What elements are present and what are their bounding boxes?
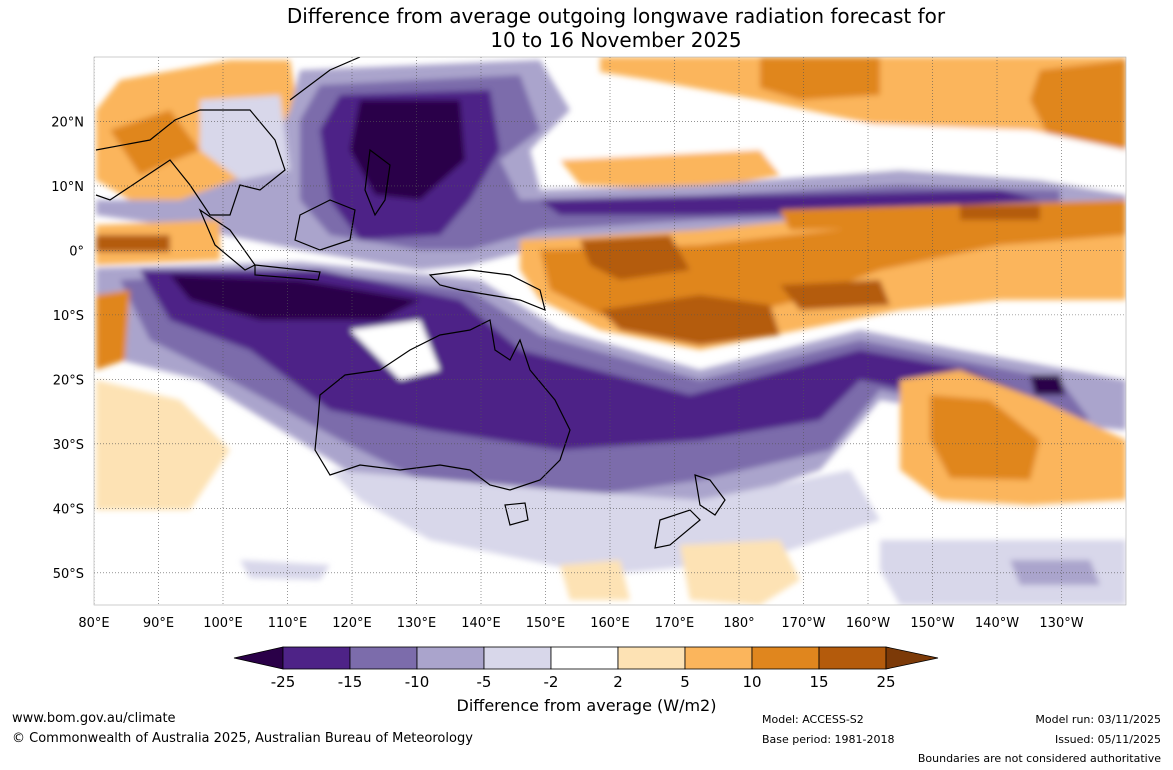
chart-title: Difference from average outgoing longwav…	[0, 4, 1173, 52]
lon-tick-label: 180°	[723, 616, 754, 631]
lon-tick-label: 120°E	[332, 616, 372, 631]
lon-tick-label: 170°W	[781, 616, 825, 631]
olr-anomaly-field	[94, 57, 1126, 605]
colorbar-tick-label: 2	[613, 673, 623, 691]
model-name: Model: ACCESS-S2	[762, 713, 864, 726]
lon-tick-label: 150°W	[910, 616, 954, 631]
lon-tick-label: 100°E	[203, 616, 243, 631]
colorbar-tick-label: 10	[742, 673, 761, 691]
colorbar-tick-label: -2	[544, 673, 559, 691]
colorbar-swatch	[684, 646, 753, 670]
colorbar-tick-label: -15	[338, 673, 363, 691]
lat-tick-label: 10°N	[51, 180, 84, 195]
lon-tick-label: 170°E	[655, 616, 695, 631]
lon-tick-label: 80°E	[78, 616, 109, 631]
map-frame	[93, 56, 1127, 606]
issued-date: Issued: 05/11/2025	[1054, 733, 1161, 746]
lat-tick-label: 0°	[69, 244, 84, 259]
lon-tick-label: 140°E	[461, 616, 501, 631]
colorbar-max-arrow	[885, 646, 939, 670]
colorbar-swatch	[617, 646, 686, 670]
colorbar-swatch	[751, 646, 820, 670]
title-line-1: Difference from average outgoing longwav…	[286, 4, 946, 28]
lat-tick-label: 30°S	[53, 438, 84, 453]
colorbar-swatch	[818, 646, 887, 670]
colorbar-swatch	[349, 646, 418, 670]
colorbar-swatch	[550, 646, 619, 670]
title-line-2: 10 to 16 November 2025	[490, 28, 742, 52]
model-run-date: Model run: 03/11/2025	[1035, 713, 1161, 726]
lat-tick-label: 50°S	[53, 567, 84, 582]
colorbar-tick-label: -5	[477, 673, 492, 691]
colorbar-swatch	[416, 646, 485, 670]
lon-tick-label: 140°W	[975, 616, 1019, 631]
lon-tick-label: 160°W	[846, 616, 890, 631]
lat-tick-label: 40°S	[53, 502, 84, 517]
colorbar-tick-label: 5	[680, 673, 690, 691]
colorbar: -25 -15 -10 -5 -2 2 5 10 15 25	[233, 646, 939, 691]
graticule	[94, 57, 1126, 605]
lon-tick-label: 150°E	[526, 616, 566, 631]
lon-tick-label: 130°E	[397, 616, 437, 631]
base-period: Base period: 1981-2018	[762, 733, 895, 746]
colorbar-swatch	[483, 646, 552, 670]
colorbar-swatch	[282, 646, 351, 670]
coastlines	[95, 57, 726, 549]
lon-tick-label: 160°E	[590, 616, 630, 631]
colorbar-tick-label: -25	[271, 673, 296, 691]
colorbar-title: Difference from average (W/m2)	[456, 696, 717, 715]
lat-tick-label: 10°S	[53, 309, 84, 324]
lon-tick-label: 90°E	[143, 616, 174, 631]
copyright-text: © Commonwealth of Australia 2025, Austra…	[12, 731, 473, 746]
lon-tick-label: 130°W	[1039, 616, 1083, 631]
lat-tick-label: 20°S	[53, 373, 84, 388]
lat-tick-label: 20°N	[51, 115, 84, 130]
website-link[interactable]: www.bom.gov.au/climate	[12, 711, 176, 726]
lon-tick-label: 110°E	[268, 616, 308, 631]
colorbar-min-arrow	[233, 646, 284, 670]
colorbar-tick-label: 15	[809, 673, 828, 691]
colorbar-tick-label: -10	[405, 673, 430, 691]
boundaries-disclaimer: Boundaries are not considered authoritat…	[917, 752, 1161, 765]
colorbar-tick-label: 25	[876, 673, 895, 691]
